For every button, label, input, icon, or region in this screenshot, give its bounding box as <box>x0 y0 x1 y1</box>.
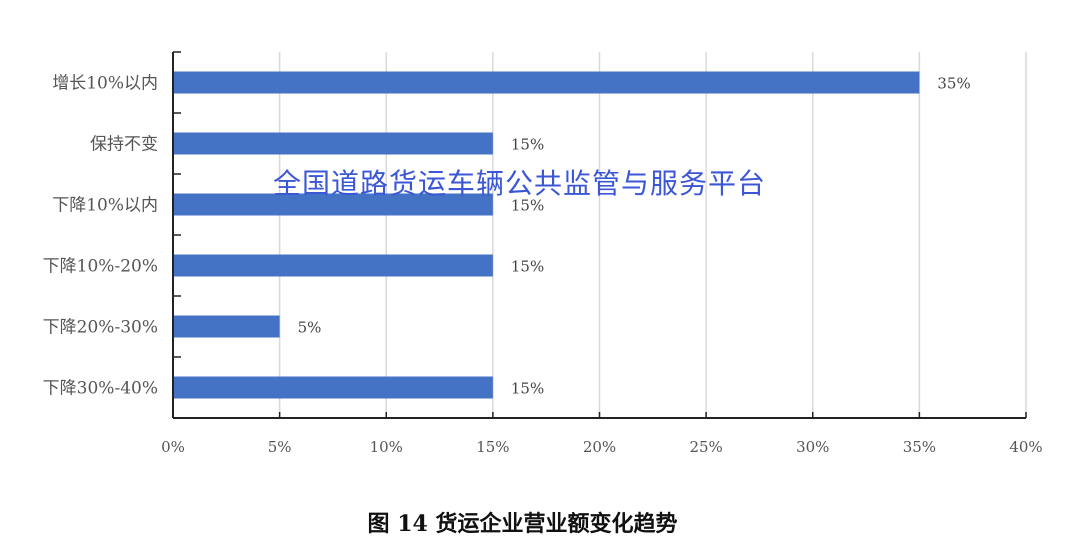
watermark: 全国道路货运车辆公共监管与服务平台 <box>273 167 767 200</box>
x-tick-label: 0% <box>161 438 185 456</box>
bar <box>173 193 493 216</box>
x-tick-label: 15% <box>476 438 509 456</box>
category-label: 下降10%以内 <box>52 196 158 216</box>
data-label: 15% <box>511 197 544 215</box>
x-tick-label: 5% <box>268 438 292 456</box>
x-tick-label: 30% <box>796 438 829 456</box>
category-label: 增长10%以内 <box>52 74 158 94</box>
bar <box>173 71 920 94</box>
bar <box>173 376 493 399</box>
x-tick-label: 20% <box>583 438 616 456</box>
data-label: 35% <box>937 75 970 93</box>
data-label: 15% <box>511 380 544 398</box>
bar <box>173 315 280 338</box>
category-label: 下降30%-40% <box>43 379 158 399</box>
bar <box>173 254 493 277</box>
data-label: 15% <box>511 136 544 154</box>
chart-title: 图 14 货运企业营业额变化趋势 <box>367 511 678 537</box>
x-tick-label: 40% <box>1009 438 1042 456</box>
category-label: 下降20%-30% <box>43 318 158 338</box>
x-tick-label: 25% <box>689 438 722 456</box>
bar <box>173 132 493 155</box>
category-label: 下降10%-20% <box>43 257 158 277</box>
x-tick-label: 35% <box>903 438 936 456</box>
data-label: 5% <box>298 319 322 337</box>
data-label: 15% <box>511 258 544 276</box>
x-tick-label: 10% <box>370 438 403 456</box>
category-label: 保持不变 <box>90 135 158 155</box>
